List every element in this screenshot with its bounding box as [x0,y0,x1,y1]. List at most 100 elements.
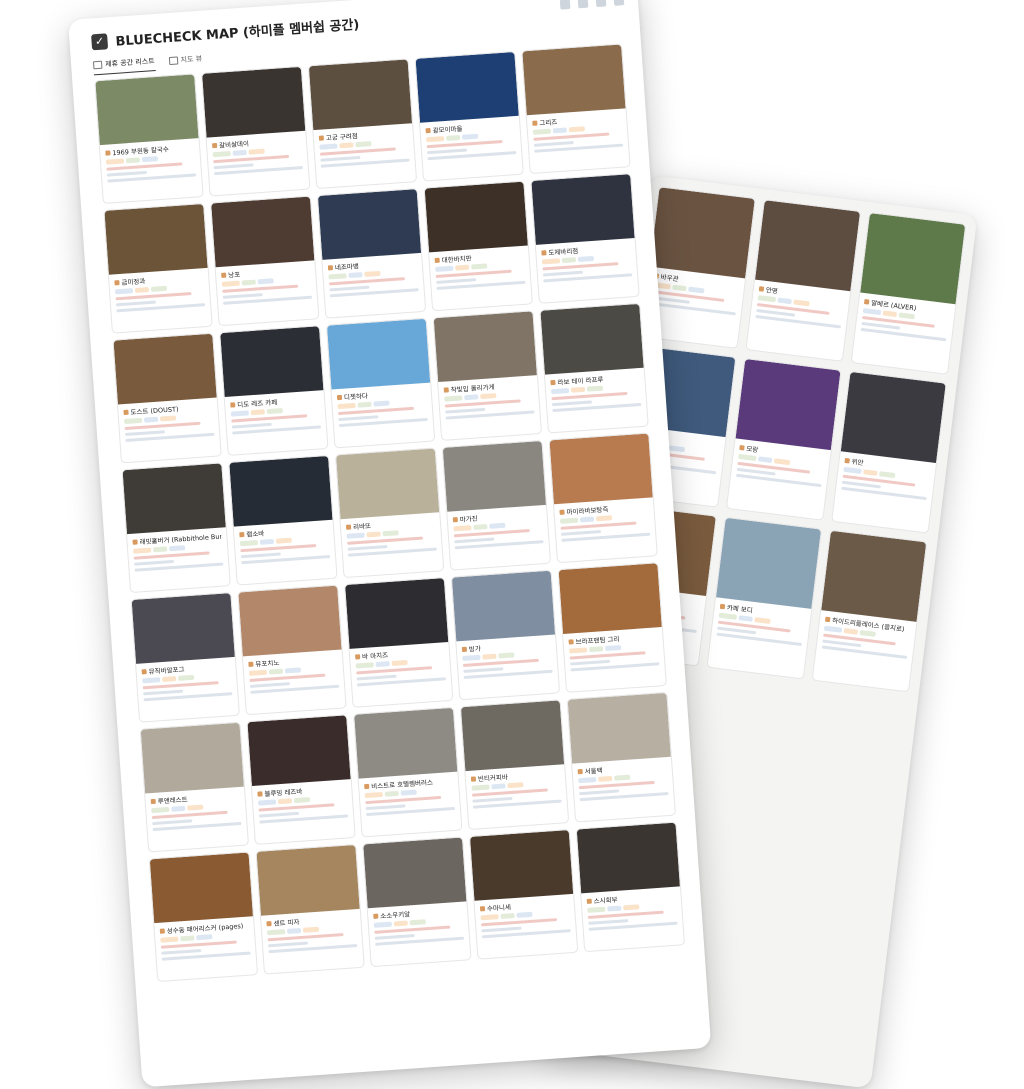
place-card[interactable]: 착빛입 롤리가게 [432,310,543,441]
benefit-line [821,645,908,659]
category-tag [586,385,604,392]
hours-line [347,544,388,551]
place-card[interactable]: 성수동 패어리스커 (pages) [148,851,259,983]
page-icon [132,538,138,545]
page-icon [159,927,165,934]
place-card[interactable]: 브라프맨팀 그리 [557,562,667,693]
tab-list[interactable]: 제휴 공간 리스트 [92,56,156,76]
place-card[interactable]: 스시회부 [575,821,686,953]
category-tag [248,148,265,155]
place-card[interactable]: 1969 부원동 칼국수 [94,73,204,205]
place-name-text: 도스트 (DOUST) [130,405,179,417]
place-card[interactable]: 블루밍 레즈바 [246,714,356,845]
place-photo [755,200,861,292]
category-tag [221,280,240,287]
place-card[interactable]: 대한바치판 [423,180,533,312]
place-card[interactable]: 광모이마을 [414,50,524,182]
page-icon [266,920,272,926]
place-card[interactable]: 빈티커피바 [459,699,570,831]
place-card[interactable]: 뮤직바알포그 [130,592,240,723]
hours-line [115,300,157,307]
place-card[interactable]: 낭포 [210,195,320,327]
place-photo [540,303,644,375]
place-card[interactable]: 마가진 [441,439,552,571]
card-info: 뮤직바알포그 [136,657,238,705]
place-photo [821,530,927,622]
place-card[interactable]: 도제바리점 [530,173,640,304]
place-photo [451,570,556,642]
place-card[interactable]: 고궁 구려점 [307,58,418,190]
place-card[interactable]: 그리즈 [521,43,631,175]
place-card[interactable]: 카페 보디 [706,516,823,680]
place-card[interactable]: 뮤포치노 [237,584,347,716]
place-card[interactable]: 갈비살데이 [201,65,311,197]
place-photo [549,433,653,505]
place-name-text: 낭포 [227,270,241,280]
hours-line [365,804,406,811]
place-card[interactable]: 디도 레즈 카페 [219,325,329,456]
hours-line [222,293,263,299]
place-card[interactable]: 라보 테이 라프루 [539,302,649,434]
place-card[interactable]: 위안 [831,370,947,534]
hours-line [152,819,193,826]
filter-icon[interactable] [577,0,589,9]
page-icon [211,142,218,148]
place-card[interactable]: 도스트 (DOUST) [112,332,222,464]
category-tag [196,934,213,941]
place-name-text: 도제바리점 [548,246,579,258]
category-tag [259,538,275,545]
place-card[interactable]: 안명 [745,199,862,362]
hours-line [436,278,477,284]
category-tag [142,677,161,684]
category-tag [879,471,896,479]
place-card[interactable]: 빙가 [450,569,561,701]
category-tag [391,659,408,666]
page-icon [758,285,765,292]
more-icon[interactable] [613,0,625,6]
place-card[interactable]: 네조마뱅 [316,188,427,319]
place-card[interactable]: 하이드리플레이스 (을지로) [811,529,928,693]
card-info: 착빛입 롤리가게 [438,375,540,423]
place-card[interactable]: 디젯하다 [325,317,436,449]
place-card[interactable]: 서울백 [566,691,676,823]
place-card[interactable]: 리바또 [334,447,445,579]
hours-line [570,659,611,666]
place-card[interactable]: 램소바 [228,454,338,586]
place-card[interactable]: 루앤레스트 [139,721,250,853]
category-tag [319,143,338,150]
main-page-sheet: ✓ BLUECHECK MAP (하미플 멤버쉽 공간) 제휴 공간 리스트 지… [68,0,712,1088]
page-icon [586,898,592,904]
category-tag [550,387,570,395]
place-card[interactable]: 래빗홀버거 (Rabbithole Burger) [121,462,231,594]
hours-line [542,270,583,277]
category-tag [757,456,773,463]
place-card[interactable]: 비스트로 호텔렘버러스 [353,706,463,838]
place-photo [95,74,199,146]
place-card[interactable]: 마이라바보탕즉 [548,432,658,564]
card-info: 라보 테이 라프루 [545,368,647,416]
place-name-text: 라보 테이 라프루 [557,375,604,387]
category-tag [339,142,354,149]
place-name-text: 안명 [765,286,779,296]
card-info: 고궁 구려점 [313,123,415,171]
category-tag [393,920,408,927]
place-card[interactable]: 바 마치즈 [344,577,454,708]
place-card[interactable]: 금미정과 [103,202,213,334]
category-tag [843,628,859,635]
place-card[interactable]: 모랑 [725,357,842,521]
category-tag [569,647,588,654]
place-card[interactable]: 알베르 (ALVER) [850,211,967,375]
share-icon[interactable] [559,0,571,10]
page-icon [443,386,449,393]
category-tag [159,415,177,422]
place-card[interactable]: 소소우키알 [362,836,472,968]
page-icon [150,798,156,804]
search-icon[interactable] [595,0,607,8]
place-card[interactable]: 센트 피자 [255,843,365,975]
category-tag [171,805,186,812]
hours-line [249,682,290,688]
category-tag [141,156,159,163]
place-card[interactable]: 수마니세 [468,828,579,960]
benefit-line [755,314,842,329]
tab-map[interactable]: 지도 뷰 [168,53,203,70]
